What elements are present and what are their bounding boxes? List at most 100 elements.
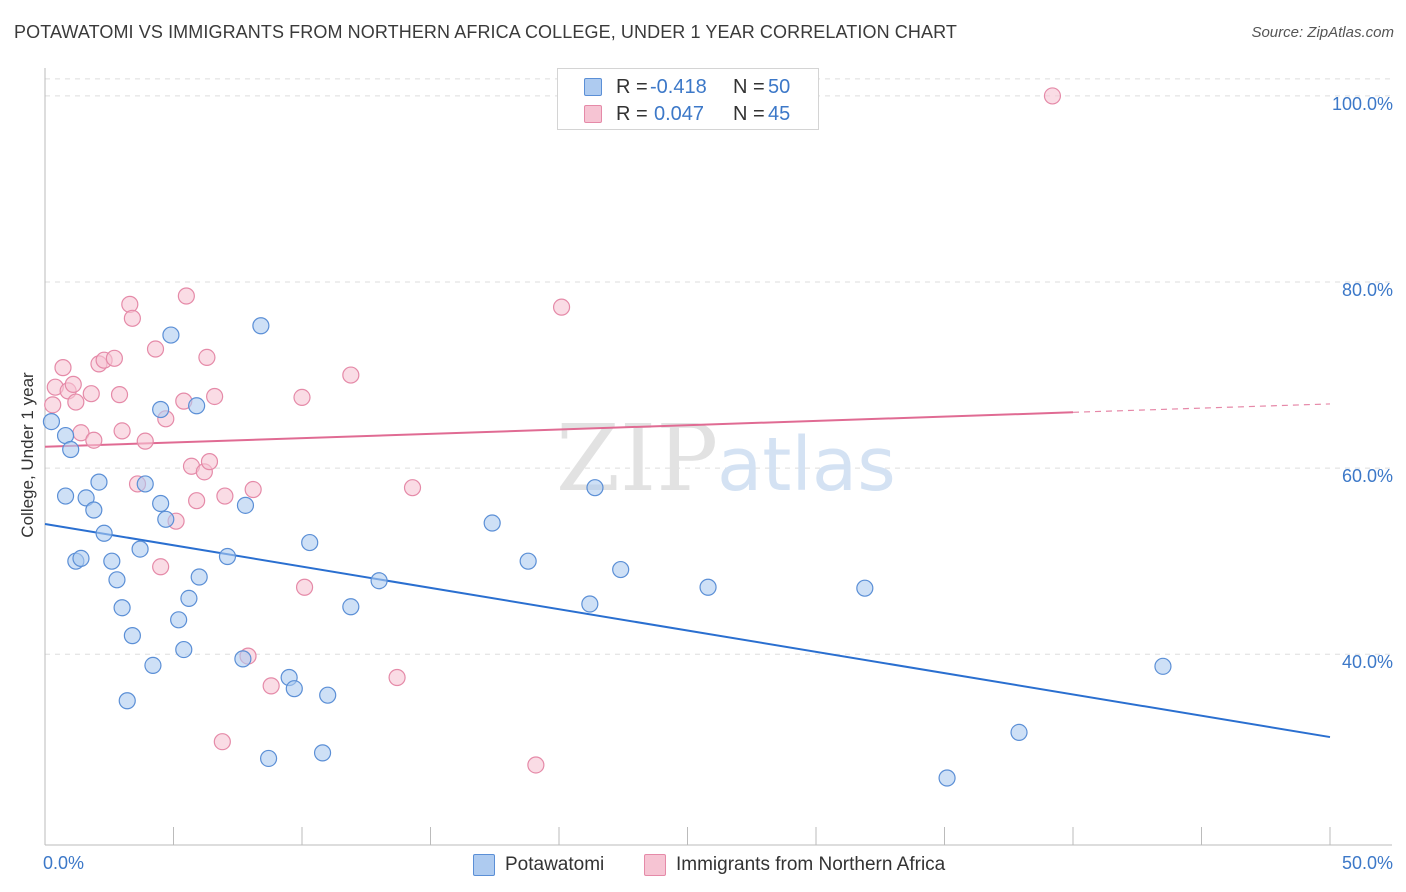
potawatomi-point (77, 489, 95, 507)
n-value: 50 (768, 76, 791, 98)
potawatomi-point (342, 598, 360, 616)
immigrants-point (110, 386, 129, 404)
immigrants-point (200, 453, 219, 471)
immigrants-point (216, 487, 234, 505)
potawatomi-point (136, 475, 154, 493)
immigrants-point (152, 558, 170, 576)
immigrants-trend-extension (1072, 403, 1331, 413)
watermark-atlas: atlas (717, 422, 896, 508)
immigrants-point (188, 492, 206, 510)
y-tick-label: 40.0% (1342, 652, 1393, 672)
trend-lines (44, 403, 1331, 739)
potawatomi-point (581, 595, 599, 613)
n-label: N = (733, 76, 765, 98)
potawatomi-point (162, 326, 180, 344)
potawatomi-point (123, 627, 141, 645)
stats-box: R = -0.418 N = 50 R = 0.047 N = 45 (557, 68, 819, 130)
immigrants-point (136, 432, 154, 450)
immigrants-point (213, 733, 231, 751)
potawatomi-swatch (584, 78, 602, 96)
y-tick-label: 80.0% (1342, 280, 1393, 300)
source-credit: Source: ZipAtlas.com (1251, 24, 1394, 41)
tick-labels: 40.0% 60.0% 80.0% 100.0% 0.0% 50.0% (43, 94, 1393, 873)
immigrants-point (403, 479, 422, 497)
x-tick-label: 50.0% (1342, 853, 1393, 873)
potawatomi-point (259, 749, 278, 768)
potawatomi-point (157, 510, 175, 528)
watermark: ZIP atlas (556, 405, 896, 512)
legend: Potawatomi Immigrants from Northern Afri… (0, 852, 1406, 878)
potawatomi-point (62, 440, 80, 459)
immigrants-point (388, 668, 406, 687)
y-tick-label: 60.0% (1342, 466, 1393, 486)
immigrants-swatch (644, 854, 666, 876)
potawatomi-point (586, 479, 604, 497)
immigrants-point (64, 375, 82, 393)
potawatomi-point (370, 572, 388, 590)
potawatomi-swatch (473, 854, 495, 876)
n-value: 45 (768, 103, 791, 125)
potawatomi-point (90, 473, 108, 491)
r-value: 0.047 (654, 103, 705, 125)
chart-title: POTAWATOMI VS IMMIGRANTS FROM NORTHERN A… (14, 22, 957, 42)
potawatomi-point (170, 611, 188, 629)
potawatomi-point (42, 413, 61, 431)
potawatomi-point (234, 650, 252, 668)
watermark-zip: ZIP (556, 405, 718, 512)
potawatomi-point (103, 552, 121, 570)
immigrants-point (198, 348, 216, 366)
legend-label: Immigrants from Northern Africa (676, 854, 946, 875)
immigrants-point (44, 396, 62, 414)
potawatomi-point (108, 571, 126, 589)
potawatomi-point (856, 579, 874, 597)
potawatomi-point (188, 397, 206, 415)
potawatomi-point (72, 549, 90, 567)
n-label: N = (733, 103, 765, 125)
r-value: -0.418 (650, 76, 707, 98)
potawatomi-point (85, 501, 103, 519)
axes (44, 68, 1392, 846)
immigrants-point (244, 480, 262, 499)
potawatomi-point (152, 494, 170, 513)
potawatomi-point (301, 533, 319, 552)
immigrants-point (113, 422, 131, 440)
potawatomi-trend-line (44, 522, 1331, 739)
r-label: R = (616, 76, 648, 98)
potawatomi-point (190, 568, 208, 586)
potawatomi-point (285, 680, 303, 698)
immigrants-point (121, 295, 139, 313)
potawatomi-point (175, 640, 193, 659)
stats-row-immigrants: R = 0.047 N = 45 (558, 100, 818, 128)
immigrants-point (67, 393, 85, 411)
immigrants-point (1043, 87, 1062, 105)
potawatomi-point (938, 769, 956, 787)
immigrants-point (177, 287, 195, 305)
potawatomi-point (313, 744, 332, 762)
immigrants-point (262, 677, 280, 695)
potawatomi-point (1010, 723, 1028, 742)
immigrants-point (206, 387, 224, 406)
y-tick-label: 100.0% (1332, 94, 1393, 114)
immigrants-point (293, 388, 311, 407)
potawatomi-point (218, 547, 237, 566)
potawatomi-point (118, 692, 136, 710)
potawatomi-point (483, 514, 501, 532)
data-points (42, 87, 1172, 787)
y-axis-label: College, Under 1 year (18, 372, 37, 538)
potawatomi-point (236, 496, 255, 514)
immigrants-point (82, 385, 100, 403)
immigrants-point (54, 359, 72, 377)
potawatomi-point (519, 552, 537, 570)
immigrants-point (342, 366, 360, 384)
immigrants-trend-line (44, 411, 1074, 448)
potawatomi-point (319, 686, 337, 704)
potawatomi-point (131, 540, 149, 558)
potawatomi-point (180, 589, 198, 608)
potawatomi-point (699, 578, 717, 596)
immigrants-point (85, 431, 103, 449)
immigrants-point (552, 298, 571, 316)
potawatomi-point (152, 400, 170, 419)
potawatomi-point (252, 317, 270, 335)
potawatomi-point (56, 487, 75, 505)
